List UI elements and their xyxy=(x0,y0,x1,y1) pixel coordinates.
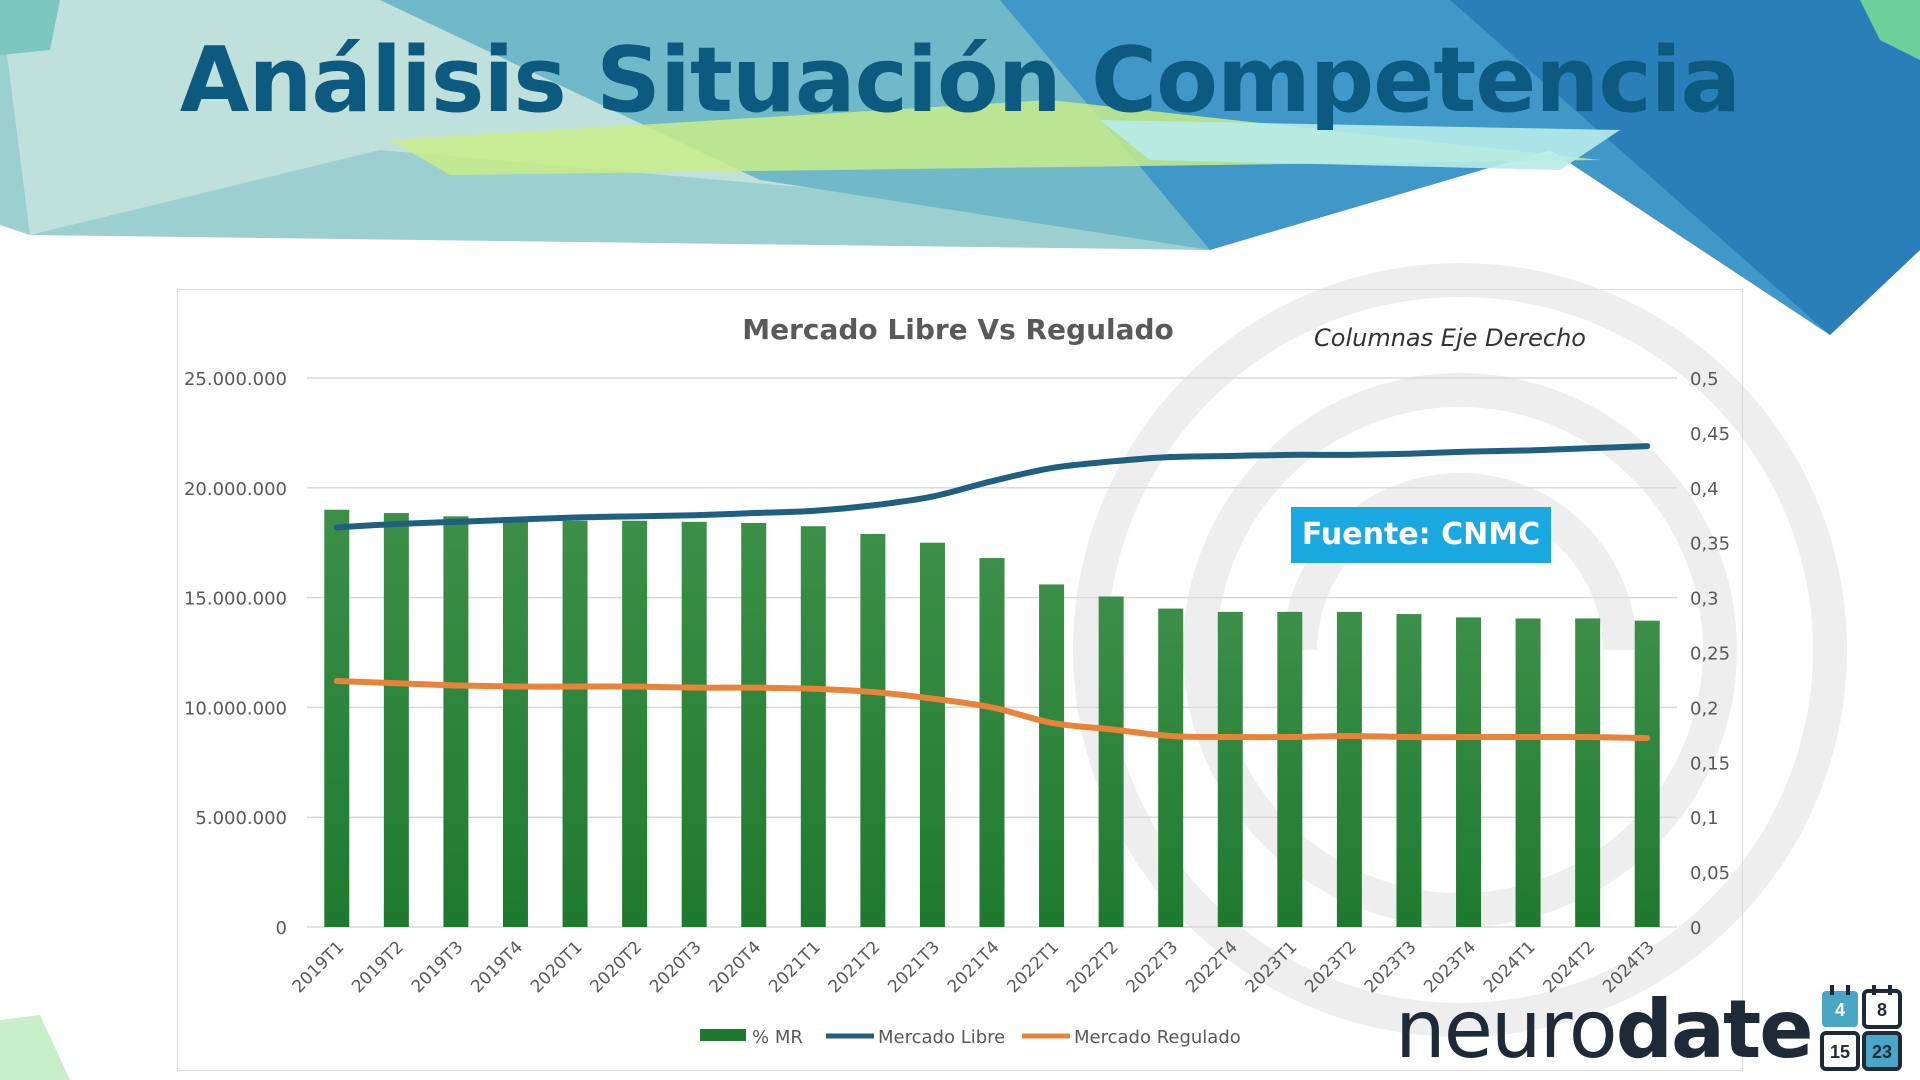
right-tick-label: 0,4 xyxy=(1690,479,1719,500)
left-tick-label: 10.000.000 xyxy=(184,698,287,719)
calendar-number-4: 23 xyxy=(1872,1042,1892,1062)
right-tick-label: 0,2 xyxy=(1690,698,1719,719)
bar xyxy=(1515,618,1541,927)
bar xyxy=(1098,596,1124,927)
x-tick-label: 2021T1 xyxy=(765,937,825,997)
bar xyxy=(800,526,826,927)
bar xyxy=(1396,614,1422,927)
x-tick-label: 2020T2 xyxy=(586,937,646,997)
x-tick-label: 2020T4 xyxy=(706,937,766,997)
bar xyxy=(1158,608,1184,927)
bar xyxy=(741,522,767,927)
x-tick-label: 2021T3 xyxy=(884,937,944,997)
bar xyxy=(860,533,886,927)
chart-frame xyxy=(177,289,1743,1071)
right-tick-label: 0,15 xyxy=(1690,753,1730,774)
bar xyxy=(502,519,528,927)
right-tick-label: 0,35 xyxy=(1690,534,1730,555)
left-tick-label: 0 xyxy=(276,918,287,939)
bar xyxy=(562,520,588,927)
left-tick-label: 15.000.000 xyxy=(184,589,287,610)
bar xyxy=(324,509,350,927)
bar xyxy=(443,516,469,927)
source-badge: Fuente: CNMC xyxy=(1291,507,1551,563)
legend-label: % MR xyxy=(752,1027,803,1048)
calendar-number-3: 15 xyxy=(1830,1042,1850,1062)
logo-wordmark: neurodate xyxy=(1395,983,1814,1076)
bar xyxy=(1575,618,1601,927)
x-tick-label: 2020T1 xyxy=(527,937,587,997)
bar-series xyxy=(324,509,1660,927)
right-tick-label: 0 xyxy=(1690,918,1701,939)
left-tick-label: 20.000.000 xyxy=(184,479,287,500)
x-tick-label: 2020T3 xyxy=(646,937,706,997)
x-tick-label: 2022T4 xyxy=(1182,937,1242,997)
axis-note: Columnas Eje Derecho xyxy=(1314,324,1586,352)
corner-shape-green xyxy=(1860,0,1920,60)
bar xyxy=(1039,584,1065,927)
x-tick-label: 2022T3 xyxy=(1123,937,1183,997)
bar xyxy=(383,513,409,927)
bar xyxy=(1217,611,1243,927)
left-tick-label: 25.000.000 xyxy=(184,369,287,390)
bar xyxy=(919,542,945,927)
x-tick-label: 2019T1 xyxy=(289,937,349,997)
right-tick-label: 0,05 xyxy=(1690,863,1730,884)
chart-title: Mercado Libre Vs Regulado xyxy=(742,313,1174,346)
bar xyxy=(1456,617,1482,927)
x-tick-label: 2019T4 xyxy=(467,937,527,997)
neurodate-logo: neurodate 4 8 15 23 xyxy=(1395,985,1905,1075)
line-series xyxy=(333,443,1651,742)
corner-shape-bottom-left xyxy=(0,1015,70,1080)
bar xyxy=(681,521,707,927)
calendar-number-2: 8 xyxy=(1877,1000,1887,1020)
right-axis-ticks: 0,5 0,45 0,4 0,35 0,3 0,25 0,2 0,15 0,1 0,05 0 xyxy=(1690,369,1730,939)
bar xyxy=(979,558,1005,927)
right-tick-label: 0,45 xyxy=(1690,424,1730,445)
right-tick-label: 0,3 xyxy=(1690,589,1719,610)
corner-shape-left xyxy=(0,0,60,55)
bar xyxy=(1277,611,1303,927)
series-line-mercado-libre xyxy=(333,443,1651,531)
logo-word-light: neuro xyxy=(1395,983,1618,1076)
slide-title: Análisis Situación Competencia xyxy=(179,28,1742,133)
x-tick-label: 2019T3 xyxy=(408,937,468,997)
calendar-icon: 4 8 15 23 xyxy=(1820,985,1902,1071)
bar xyxy=(1336,611,1362,927)
bar xyxy=(1634,620,1660,927)
left-tick-label: 5.000.000 xyxy=(195,808,287,829)
x-tick-label: 2023T2 xyxy=(1301,937,1361,997)
x-tick-label: 2023T1 xyxy=(1242,937,1302,997)
x-tick-label: 2021T2 xyxy=(825,937,885,997)
x-tick-label: 2019T2 xyxy=(348,937,408,997)
right-tick-label: 0,25 xyxy=(1690,644,1730,665)
x-tick-label: 2021T4 xyxy=(944,937,1004,997)
logo-word-bold: date xyxy=(1615,983,1814,1076)
x-tick-label: 2022T2 xyxy=(1063,937,1123,997)
banner-shape-dark xyxy=(1450,0,1920,335)
legend: % MR Mercado Libre Mercado Regulado xyxy=(700,1027,1241,1048)
x-tick-label: 2022T1 xyxy=(1003,937,1063,997)
legend-label: Mercado Regulado xyxy=(1074,1027,1241,1048)
bar xyxy=(622,520,648,927)
right-tick-label: 0,1 xyxy=(1690,808,1719,829)
series-line-mercado-regulado xyxy=(333,678,1651,742)
right-tick-label: 0,5 xyxy=(1690,369,1719,390)
calendar-number-1: 4 xyxy=(1835,1000,1845,1020)
legend-label: Mercado Libre xyxy=(878,1027,1005,1048)
banner-shape-aqua xyxy=(1100,120,1620,170)
left-axis-ticks: 25.000.000 20.000.000 15.000.000 10.000.000… xyxy=(184,369,287,939)
legend-swatch xyxy=(700,1029,746,1041)
